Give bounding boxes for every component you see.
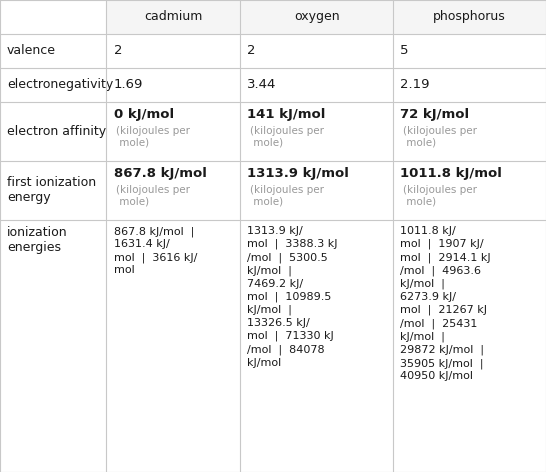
Text: 2.19: 2.19 — [400, 78, 430, 92]
Text: 2: 2 — [247, 44, 256, 58]
Text: 141 kJ/mol: 141 kJ/mol — [247, 108, 326, 121]
Text: valence: valence — [7, 44, 56, 58]
Text: 1313.9 kJ/mol: 1313.9 kJ/mol — [247, 167, 349, 180]
Text: ionization
energies: ionization energies — [7, 226, 68, 254]
Text: 1011.8 kJ/
mol  |  1907 kJ/
mol  |  2914.1 kJ
/mol  |  4963.6
kJ/mol  |
6273.9 k: 1011.8 kJ/ mol | 1907 kJ/ mol | 2914.1 k… — [400, 226, 491, 381]
Text: (kilojoules per
 mole): (kilojoules per mole) — [116, 185, 191, 207]
Text: 867.8 kJ/mol: 867.8 kJ/mol — [114, 167, 206, 180]
Bar — [393, 0, 546, 34]
Text: electron affinity: electron affinity — [7, 125, 106, 138]
Bar — [106, 0, 240, 34]
Text: cadmium: cadmium — [144, 10, 203, 24]
Text: (kilojoules per
 mole): (kilojoules per mole) — [403, 185, 477, 207]
Bar — [240, 0, 393, 34]
Text: 0 kJ/mol: 0 kJ/mol — [114, 108, 174, 121]
Text: 3.44: 3.44 — [247, 78, 277, 92]
Text: 1011.8 kJ/mol: 1011.8 kJ/mol — [400, 167, 502, 180]
Text: (kilojoules per
 mole): (kilojoules per mole) — [403, 126, 477, 148]
Text: (kilojoules per
 mole): (kilojoules per mole) — [250, 126, 324, 148]
Text: first ionization
energy: first ionization energy — [7, 177, 96, 204]
Text: oxygen: oxygen — [294, 10, 340, 24]
Text: 72 kJ/mol: 72 kJ/mol — [400, 108, 470, 121]
Text: 867.8 kJ/mol  |
1631.4 kJ/
mol  |  3616 kJ/
mol: 867.8 kJ/mol | 1631.4 kJ/ mol | 3616 kJ/… — [114, 226, 197, 276]
Text: 1313.9 kJ/
mol  |  3388.3 kJ
/mol  |  5300.5
kJ/mol  |
7469.2 kJ/
mol  |  10989.: 1313.9 kJ/ mol | 3388.3 kJ /mol | 5300.5… — [247, 226, 338, 368]
Text: (kilojoules per
 mole): (kilojoules per mole) — [116, 126, 191, 148]
Text: phosphorus: phosphorus — [433, 10, 506, 24]
Text: 5: 5 — [400, 44, 409, 58]
Text: 2: 2 — [114, 44, 122, 58]
Text: electronegativity: electronegativity — [7, 78, 114, 92]
Text: 1.69: 1.69 — [114, 78, 143, 92]
Text: (kilojoules per
 mole): (kilojoules per mole) — [250, 185, 324, 207]
